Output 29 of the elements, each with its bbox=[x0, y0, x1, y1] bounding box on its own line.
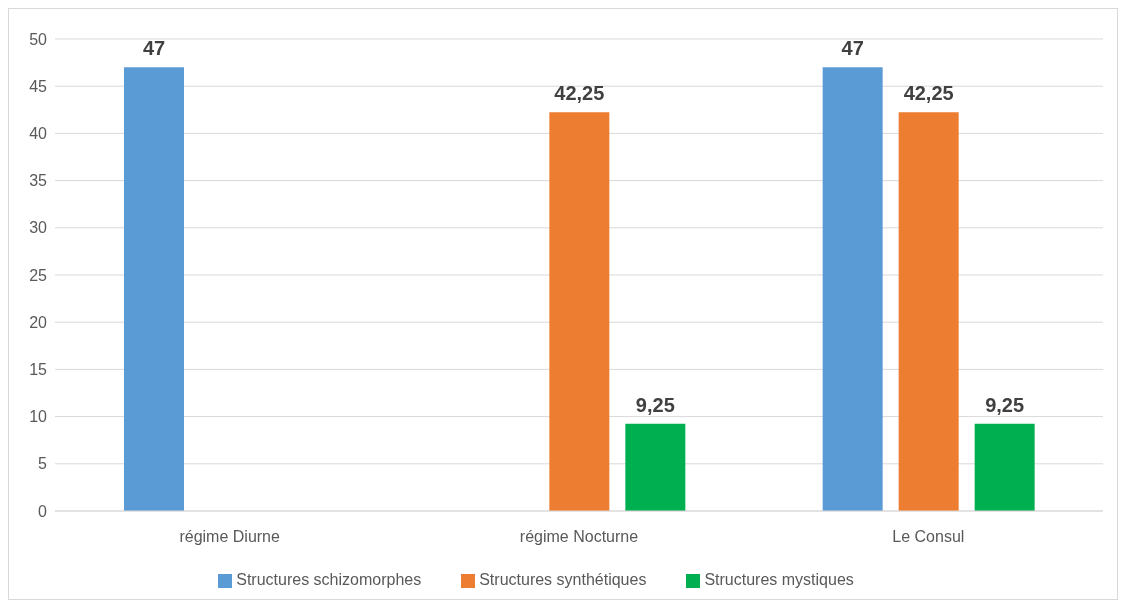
bar bbox=[898, 112, 959, 511]
y-tick-label: 5 bbox=[38, 455, 48, 473]
y-tick-label: 10 bbox=[29, 408, 48, 426]
legend-label: Structures mystiques bbox=[704, 571, 854, 588]
y-tick-label: 15 bbox=[29, 361, 48, 379]
y-tick-label: 20 bbox=[29, 313, 48, 331]
bar bbox=[625, 423, 686, 511]
data-label: 47 bbox=[841, 37, 864, 60]
y-tick-label: 40 bbox=[29, 125, 48, 143]
legend-label: Structures schizomorphes bbox=[236, 571, 422, 588]
bar bbox=[549, 112, 610, 511]
data-label: 9,25 bbox=[635, 393, 675, 416]
y-tick-label: 25 bbox=[29, 266, 48, 284]
legend-label: Structures synthétiques bbox=[479, 571, 647, 588]
data-label: 9,25 bbox=[985, 393, 1025, 416]
y-tick-label: 0 bbox=[38, 502, 48, 520]
y-tick-label: 30 bbox=[29, 219, 48, 237]
x-tick-label: régime Nocturne bbox=[519, 528, 639, 546]
data-label: 47 bbox=[142, 37, 166, 60]
bar bbox=[822, 67, 883, 511]
bar bbox=[124, 67, 184, 511]
x-tick-label: Le Consul bbox=[892, 528, 965, 546]
x-tick-label: régime Diurne bbox=[179, 528, 281, 546]
y-tick-label: 45 bbox=[29, 77, 48, 95]
data-label: 42,25 bbox=[554, 82, 605, 105]
y-tick-label: 50 bbox=[29, 30, 48, 48]
y-tick-label: 35 bbox=[29, 172, 48, 190]
bar bbox=[974, 423, 1035, 511]
data-label: 42,25 bbox=[903, 82, 954, 105]
